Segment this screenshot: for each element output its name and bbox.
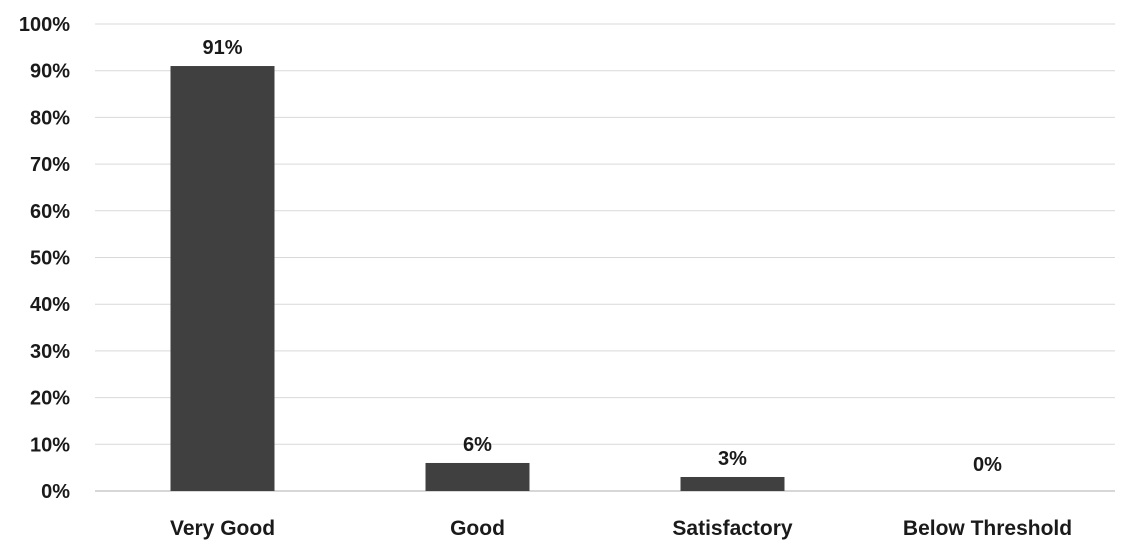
y-tick-label: 20% [30, 388, 70, 410]
x-category-label: Below Threshold [903, 517, 1072, 540]
bar [170, 66, 275, 491]
data-label: 3% [718, 448, 747, 470]
y-tick-label: 100% [19, 14, 70, 36]
x-axis: Very Good Good Satisfactory Below Threshold [170, 517, 1072, 540]
x-category-label: Very Good [170, 517, 275, 540]
bar [680, 476, 785, 491]
y-tick-label: 60% [30, 201, 70, 223]
data-label: 91% [202, 37, 242, 59]
x-category-label: Satisfactory [672, 517, 793, 540]
y-tick-label: 30% [30, 341, 70, 363]
y-tick-label: 40% [30, 294, 70, 316]
data-label: 6% [463, 434, 492, 456]
y-tick-label: 10% [30, 434, 70, 456]
y-axis: 0% 10% 20% 30% 40% 50% 60% 70% 80% 90% 100% [19, 14, 70, 503]
y-tick-label: 80% [30, 107, 70, 129]
x-category-label: Good [450, 517, 505, 540]
y-tick-label: 90% [30, 61, 70, 83]
data-labels: 91% 6% 3% 0% [202, 37, 1002, 476]
y-tick-label: 50% [30, 248, 70, 270]
bar [425, 462, 530, 491]
bars [170, 66, 785, 491]
data-label: 0% [973, 454, 1002, 476]
y-tick-label: 70% [30, 154, 70, 176]
y-tick-label: 0% [41, 481, 70, 503]
